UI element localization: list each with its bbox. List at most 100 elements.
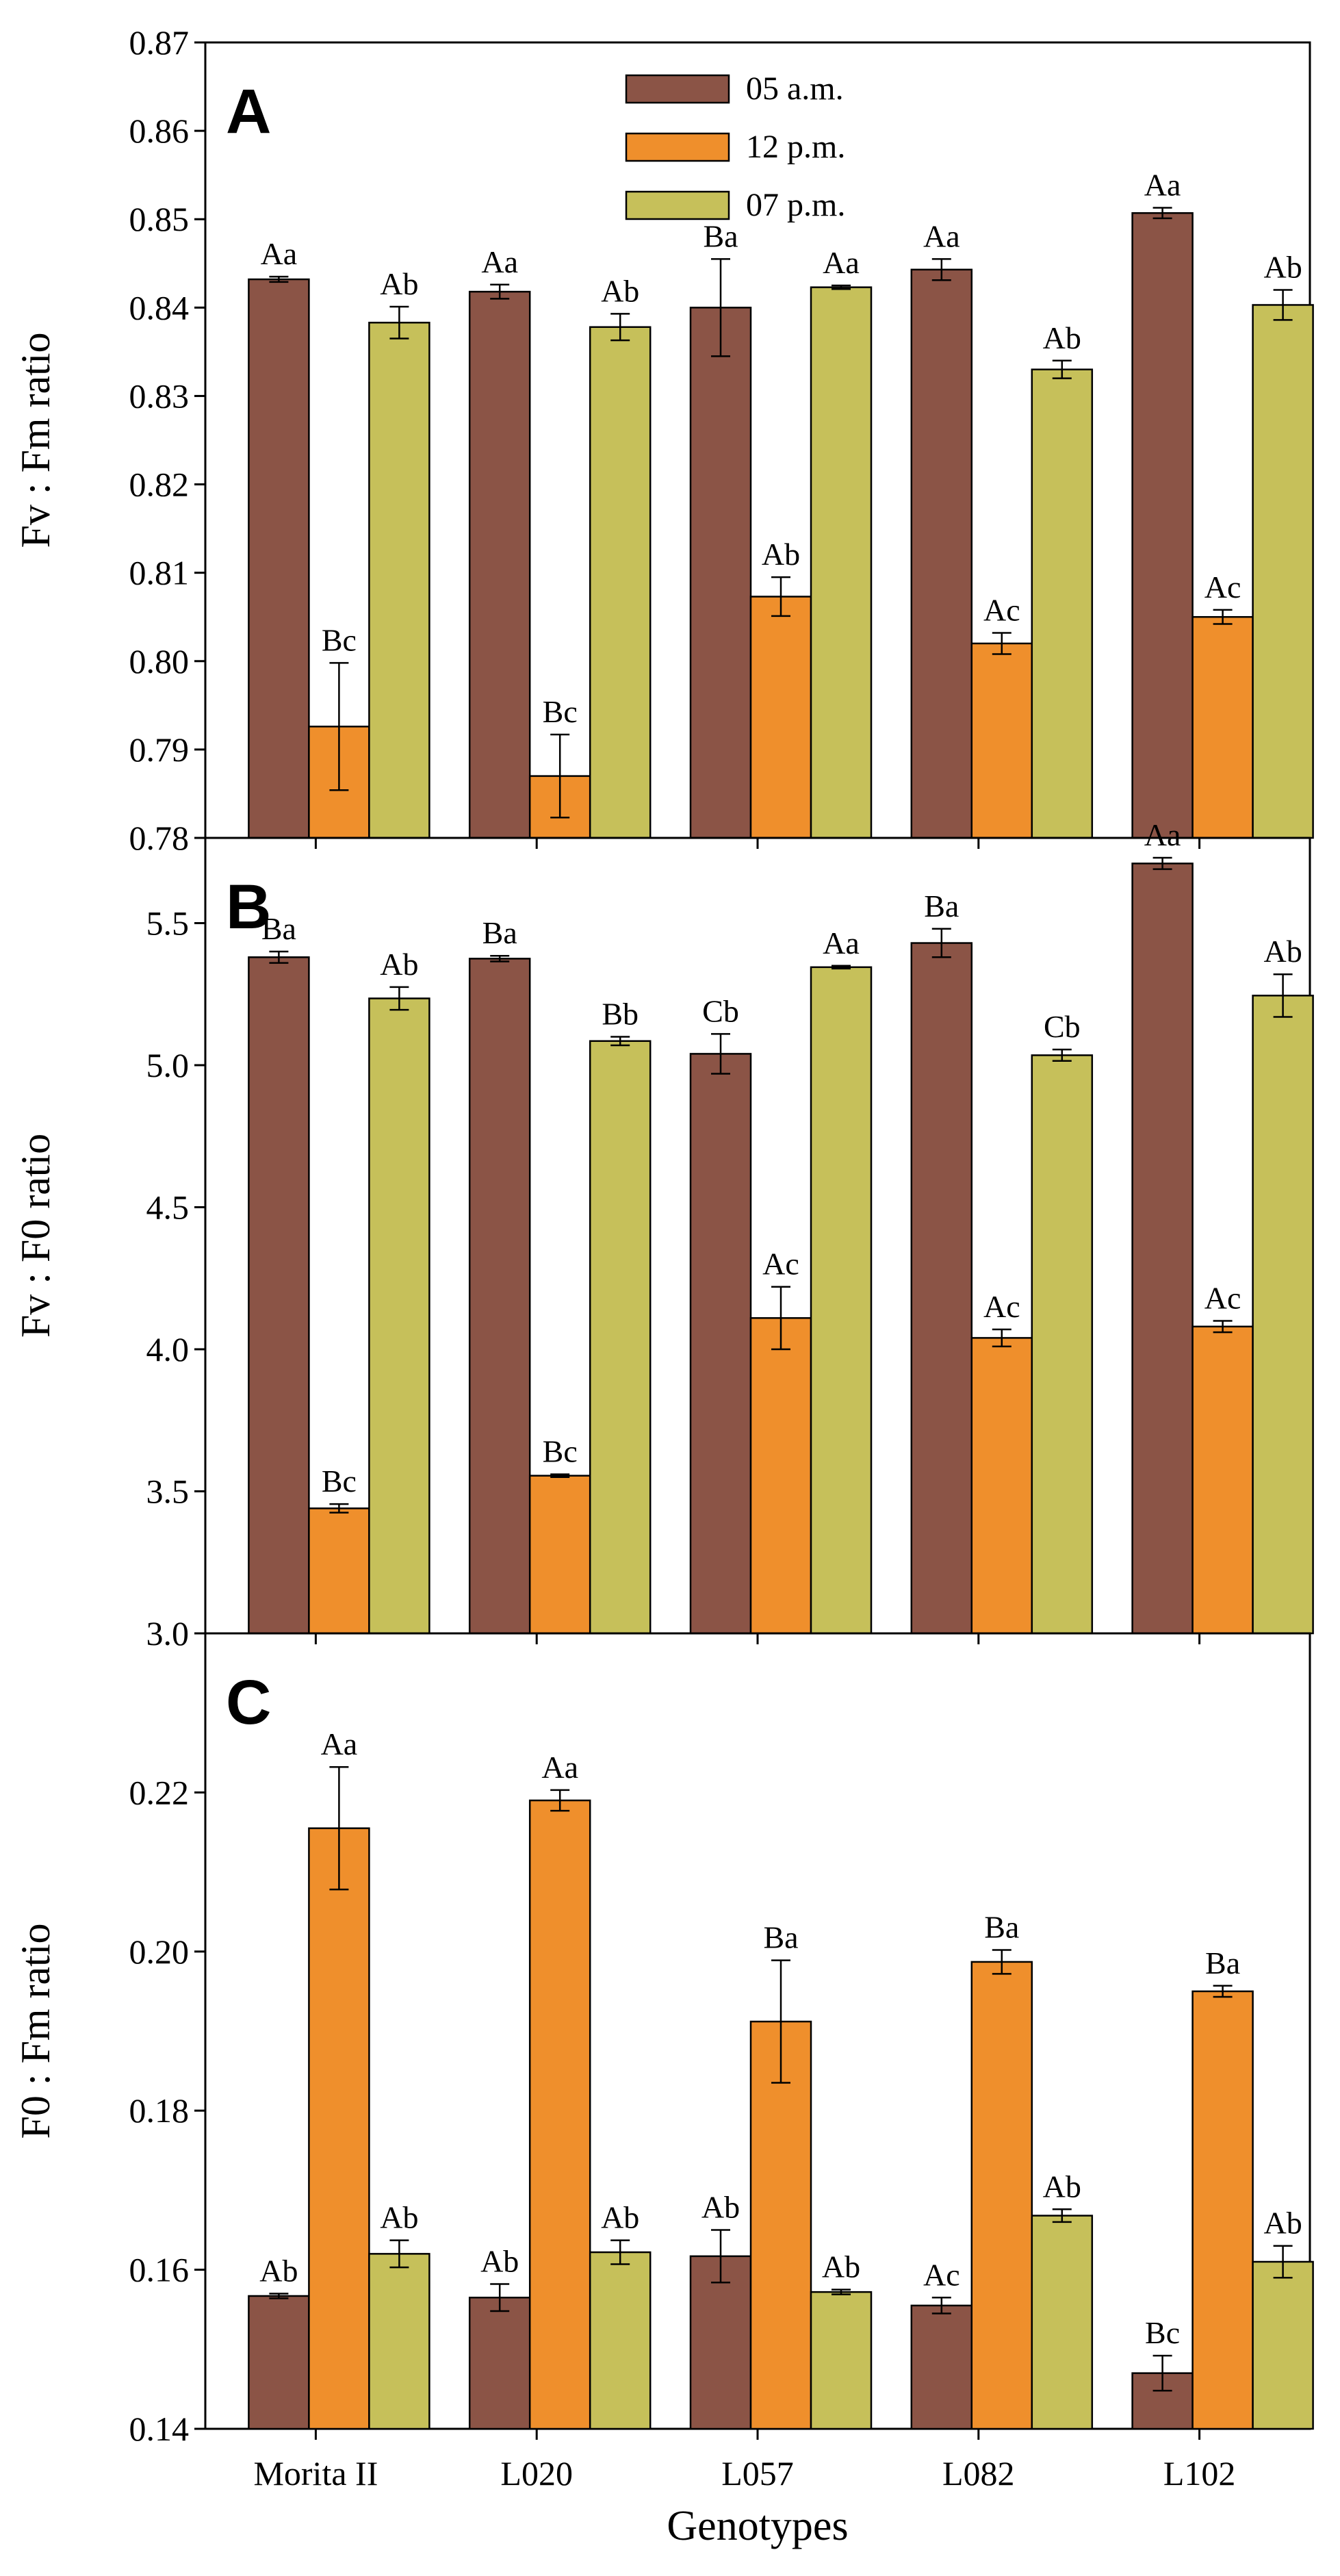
significance-label: Bc (322, 1464, 357, 1499)
bar (468, 2297, 531, 2430)
panel-b (194, 837, 1314, 1644)
bar (749, 1317, 812, 1635)
significance-label: Ac (1204, 570, 1241, 604)
panel-letter: A (226, 77, 271, 146)
significance-label: Ac (923, 2257, 960, 2292)
significance-label: Ab (380, 2200, 418, 2235)
y-tick-label: 0.83 (129, 377, 190, 415)
significance-label: Bc (543, 1434, 578, 1469)
bar (810, 966, 873, 1635)
bar (1131, 863, 1194, 1635)
significance-label: Ba (984, 1909, 1019, 1944)
bar (468, 290, 531, 839)
bar (689, 307, 752, 839)
y-tick-label: 0.85 (129, 200, 190, 238)
bar (910, 2304, 973, 2430)
significance-label: Ab (259, 2253, 298, 2288)
bar (749, 596, 812, 839)
y-tick-label: 0.82 (129, 466, 190, 504)
significance-label: Ab (762, 537, 800, 572)
bar (810, 2291, 873, 2430)
significance-label: Ab (380, 266, 418, 301)
significance-label: Bc (1145, 2315, 1180, 2350)
bar (689, 1053, 752, 1635)
bar (970, 1337, 1033, 1635)
bar (1191, 1990, 1254, 2430)
significance-label: Ab (601, 2200, 639, 2235)
bar (528, 1799, 591, 2430)
panel-c (194, 1632, 1314, 2440)
bar (689, 2255, 752, 2430)
significance-label: Ba (924, 889, 959, 923)
y-tick-label: 3.0 (146, 1614, 190, 1653)
y-tick-label: 0.14 (129, 2410, 190, 2448)
bar (1031, 368, 1094, 839)
significance-label: Ba (482, 915, 517, 950)
y-tick-label: 0.78 (129, 819, 190, 857)
bar (368, 2253, 430, 2430)
significance-label: Aa (261, 236, 298, 271)
bar (1131, 212, 1194, 839)
significance-label: Ac (983, 592, 1020, 627)
bar (468, 958, 531, 1635)
legend-swatch (625, 132, 730, 162)
significance-label: Aa (321, 1726, 358, 1761)
y-tick-label: 4.5 (146, 1188, 190, 1227)
y-tick-label: 5.5 (146, 904, 190, 943)
significance-label: Ab (480, 2244, 519, 2279)
significance-label: Aa (823, 245, 860, 280)
y-tick-label: 3.5 (146, 1472, 190, 1511)
significance-label: Aa (923, 218, 960, 253)
y-axis-label: Fv : F0 ratio (13, 1134, 58, 1338)
bar (248, 956, 310, 1635)
x-axis-label: Genotypes (667, 2503, 848, 2549)
significance-label: Ba (703, 218, 738, 253)
legend-swatch (625, 190, 730, 220)
bar (1031, 2215, 1094, 2430)
significance-label: Ab (1043, 2169, 1081, 2204)
legend-label: 05 a.m. (746, 71, 844, 107)
y-tick-label: 0.22 (129, 1773, 190, 1811)
x-tick-label: L057 (721, 2454, 794, 2492)
significance-label: Ab (1263, 250, 1302, 285)
y-axis-label: Fv : Fm ratio (13, 332, 58, 548)
significance-label: Ab (701, 2190, 740, 2225)
significance-label: Aa (1144, 167, 1181, 202)
significance-label: Ba (261, 911, 296, 946)
x-tick-label: L082 (942, 2454, 1015, 2492)
legend (625, 74, 730, 220)
bar (1252, 2260, 1314, 2430)
y-tick-label: 0.16 (129, 2251, 190, 2289)
legend-swatch (625, 74, 730, 104)
bar (368, 997, 430, 1635)
significance-label: Ab (601, 273, 639, 308)
y-tick-label: 0.87 (129, 23, 190, 62)
significance-label: Ab (1263, 2206, 1302, 2241)
significance-label: Aa (1144, 817, 1181, 852)
y-tick-label: 0.80 (129, 642, 190, 680)
bar (589, 1040, 652, 1635)
significance-label: Ab (1263, 934, 1302, 969)
bar (970, 642, 1033, 839)
significance-label: Ba (763, 1920, 798, 1955)
panel-letter: C (226, 1668, 271, 1737)
significance-label: Bc (322, 622, 357, 657)
legend-label: 07 p.m. (746, 187, 845, 223)
bar (810, 286, 873, 839)
legend-label: 12 p.m. (746, 129, 845, 165)
x-tick-label: L020 (500, 2454, 573, 2492)
x-tick-label: Morita II (253, 2454, 378, 2492)
significance-label: Ab (380, 947, 418, 982)
significance-label: Aa (541, 1750, 578, 1785)
bar (308, 1827, 370, 2430)
y-tick-label: 0.79 (129, 730, 190, 769)
bar (368, 322, 430, 839)
bar (749, 2020, 812, 2430)
y-tick-label: 0.81 (129, 554, 190, 592)
significance-label: Aa (823, 926, 860, 960)
bar (1252, 304, 1314, 839)
y-axis-label: F0 : Fm ratio (13, 1923, 58, 2139)
significance-label: Ab (1043, 320, 1081, 355)
